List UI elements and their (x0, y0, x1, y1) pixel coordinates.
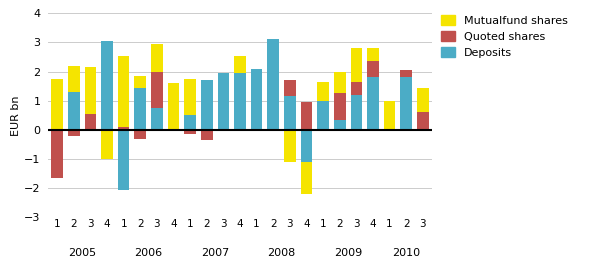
Bar (334, 120, 346, 130)
Bar (350, 82, 362, 95)
Bar (134, 88, 146, 130)
Text: 2010: 2010 (392, 248, 420, 258)
Bar (85, 67, 96, 114)
Bar (218, 73, 229, 130)
Bar (134, 76, 146, 88)
Bar (400, 77, 412, 130)
Bar (350, 48, 362, 82)
Bar (201, 80, 212, 130)
Bar (251, 69, 262, 130)
Bar (68, 92, 80, 130)
Bar (317, 82, 329, 101)
Bar (284, 80, 296, 96)
Bar (118, 127, 130, 130)
Bar (151, 44, 163, 72)
Bar (367, 48, 379, 61)
Bar (367, 61, 379, 77)
Bar (301, 130, 313, 162)
Bar (284, 96, 296, 130)
Bar (417, 87, 428, 112)
Bar (400, 70, 412, 77)
Text: 2007: 2007 (201, 248, 229, 258)
Bar (234, 73, 246, 130)
Bar (201, 130, 212, 140)
Bar (301, 162, 313, 194)
Bar (417, 112, 428, 130)
Bar (334, 72, 346, 94)
Bar (134, 130, 146, 139)
Bar (367, 77, 379, 130)
Bar (317, 101, 329, 130)
Bar (184, 79, 196, 115)
Bar (151, 108, 163, 130)
Bar (85, 114, 96, 130)
Bar (52, 79, 63, 130)
Bar (334, 94, 346, 120)
Text: 2008: 2008 (268, 248, 296, 258)
Bar (101, 130, 113, 159)
Bar (68, 66, 80, 92)
Bar (118, 56, 130, 127)
Bar (118, 130, 130, 190)
Bar (184, 130, 196, 134)
Text: 2009: 2009 (334, 248, 362, 258)
Bar (101, 41, 113, 130)
Text: 2005: 2005 (68, 248, 96, 258)
Legend: Mutualfund shares, Quoted shares, Deposits: Mutualfund shares, Quoted shares, Deposi… (442, 15, 568, 58)
Bar (268, 39, 279, 130)
Bar (68, 130, 80, 136)
Bar (234, 56, 246, 73)
Bar (184, 115, 196, 130)
Y-axis label: EUR bn: EUR bn (11, 95, 21, 135)
Bar (384, 101, 395, 130)
Bar (350, 95, 362, 130)
Bar (151, 72, 163, 108)
Bar (52, 130, 63, 178)
Bar (301, 102, 313, 130)
Text: 2006: 2006 (134, 248, 163, 258)
Bar (284, 130, 296, 162)
Bar (167, 83, 179, 130)
